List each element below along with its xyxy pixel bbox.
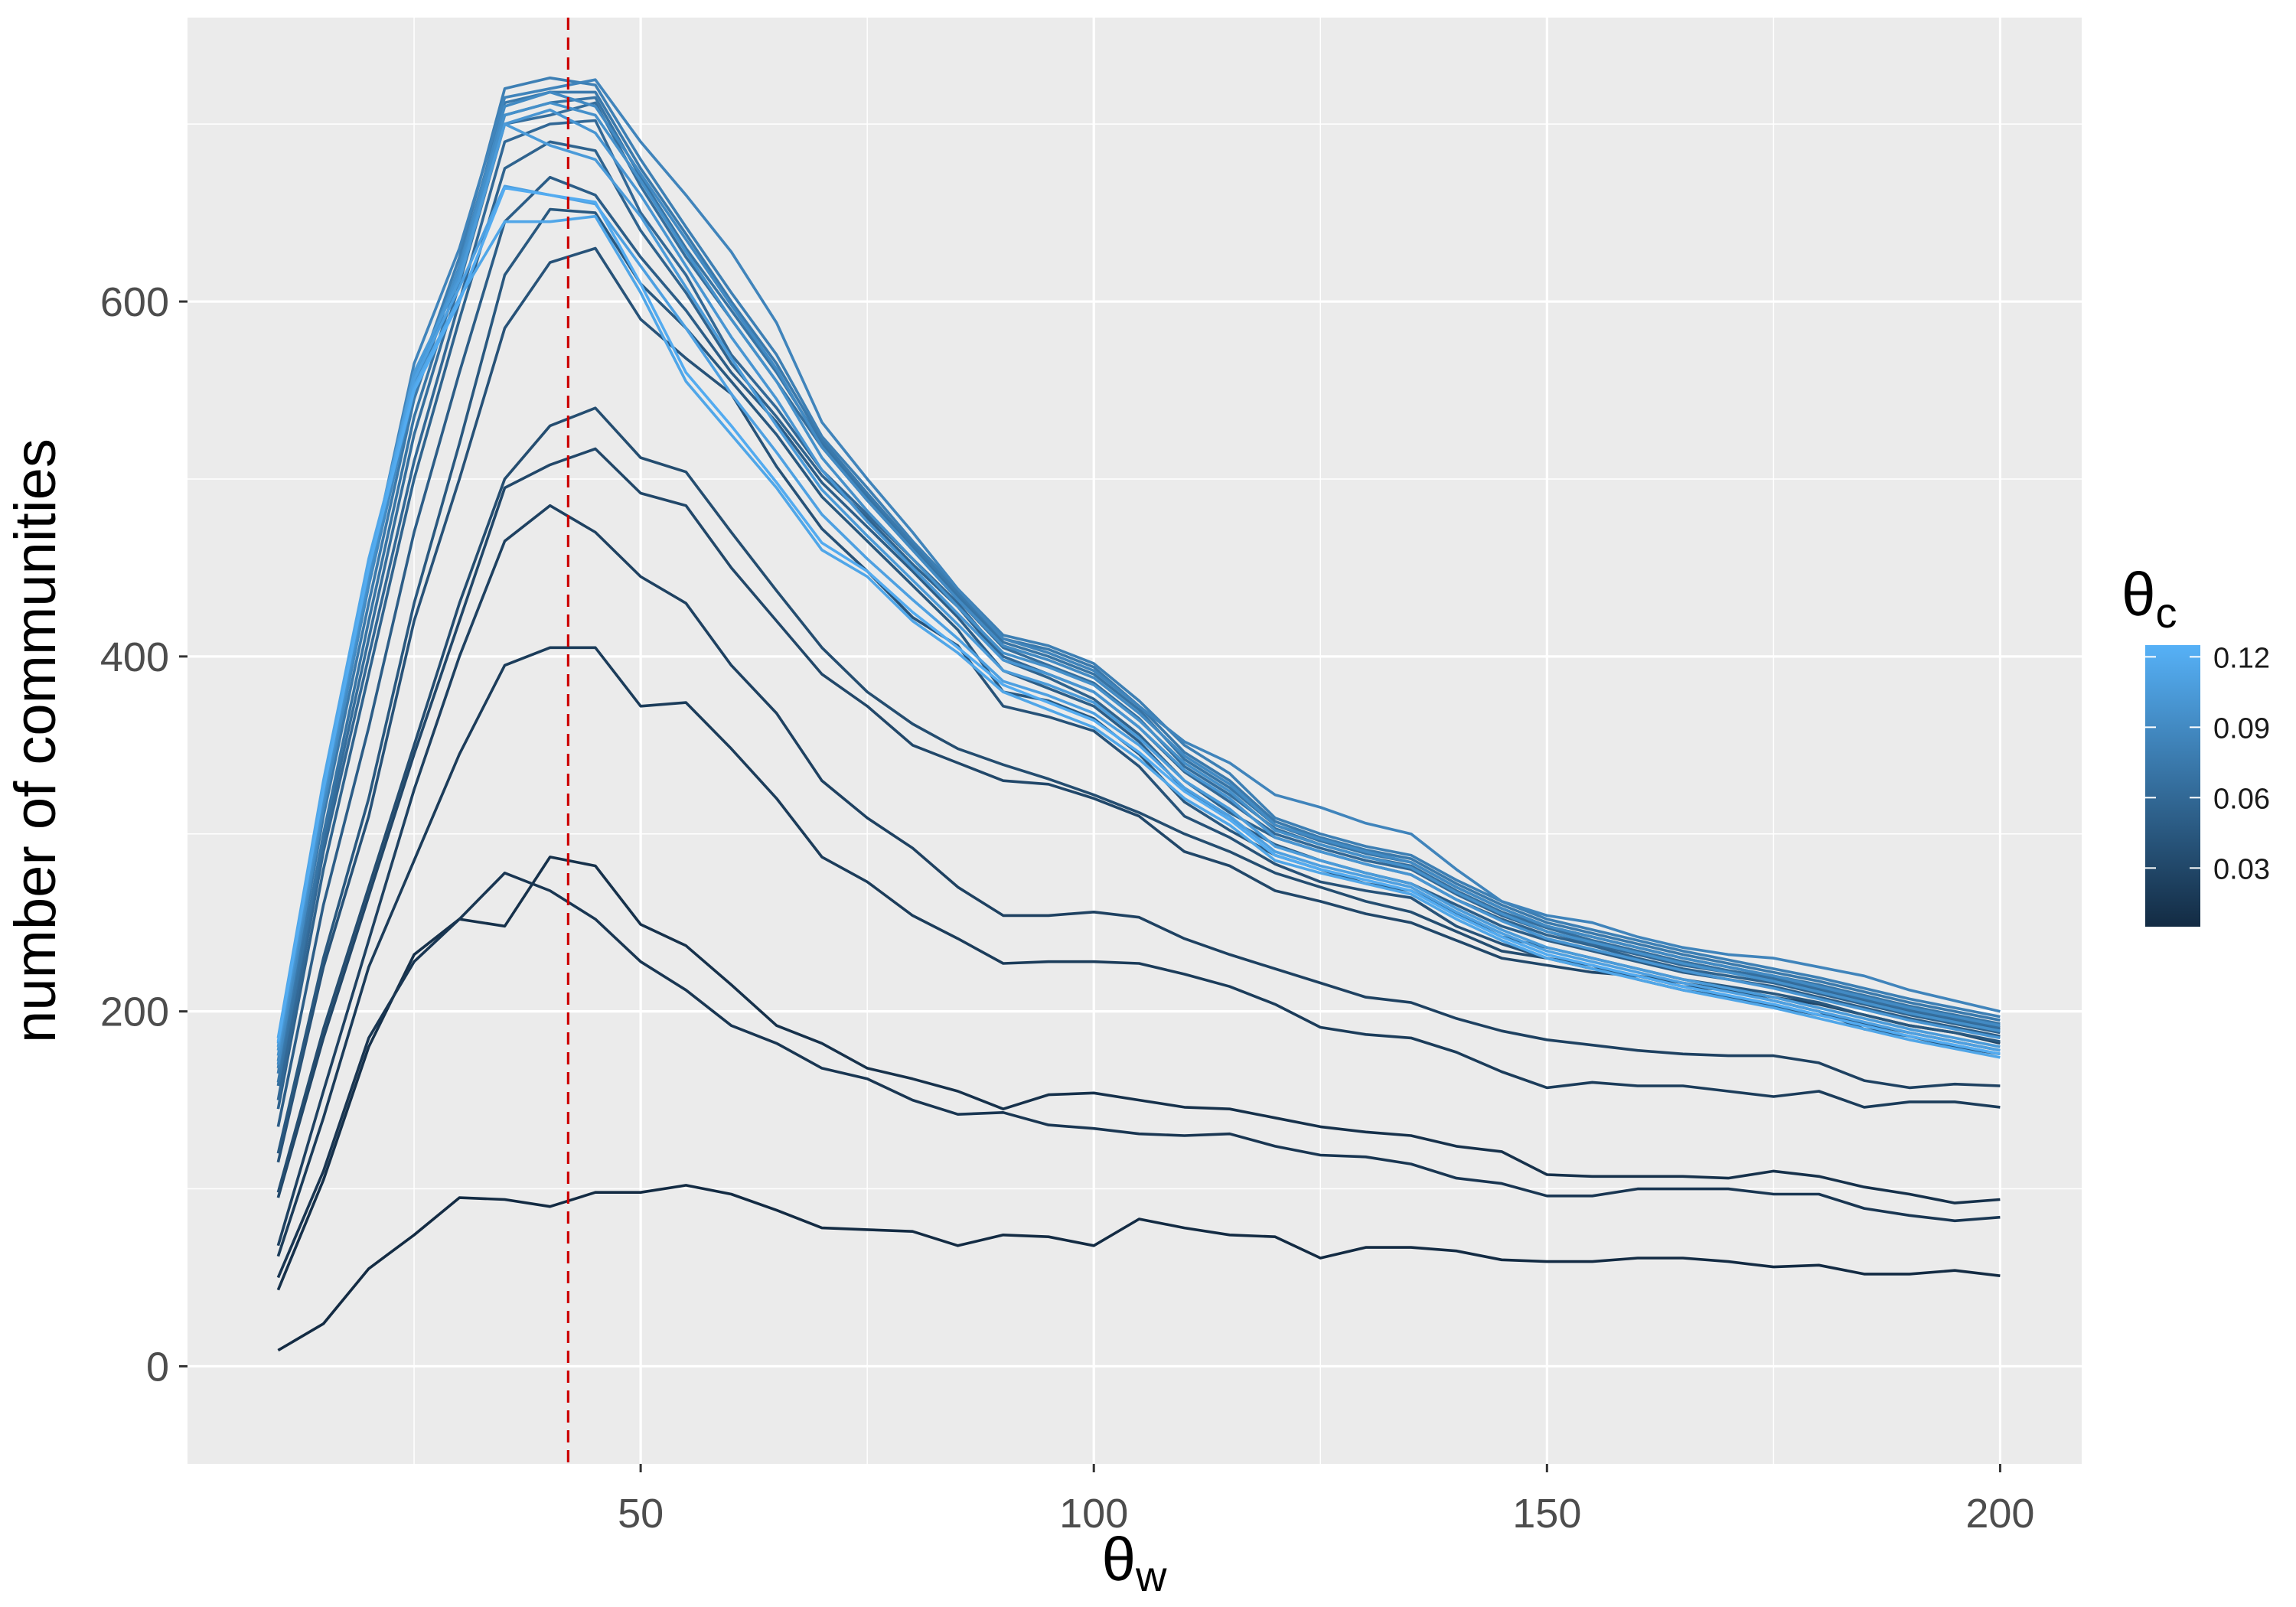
legend-tick-label: 0.09 [2213,712,2270,745]
legend-tick-label: 0.06 [2213,783,2270,815]
series-line [276,856,2001,1291]
series-line [276,101,2001,1087]
series-line [276,646,2001,1257]
color-legend: θc 0.03 0.06 0.09 0.12 [2122,560,2270,927]
series-line [276,108,2001,1051]
legend-title: θc [2122,560,2177,637]
legend-colorbar [2145,645,2200,927]
series-line [276,504,2001,1247]
legend-title-subscript: c [2156,588,2177,637]
legend-tick-label: 0.03 [2213,853,2270,885]
series-lines [276,77,2001,1352]
series-line [276,140,2001,1110]
y-tick-label: 600 [100,279,169,325]
legend-ticks: 0.03 0.06 0.09 0.12 [2145,642,2270,885]
series-line [276,78,2001,1061]
x-tick-label: 150 [1512,1491,1581,1537]
x-tick-label: 50 [618,1491,664,1537]
y-axis-title: number of communities [3,438,68,1043]
legend-title-symbol: θ [2122,560,2156,628]
legend-tick-label: 0.12 [2213,642,2270,674]
series-line [276,186,2001,1056]
series-line [276,90,2001,1065]
major-gridlines [188,18,2082,1464]
axis-ticks [179,300,2001,1472]
y-tick-label: 0 [146,1344,169,1390]
series-line [276,872,2001,1279]
series-line [276,101,2001,1056]
x-tick-label: 100 [1059,1491,1128,1537]
x-axis-title: θw [1102,1525,1168,1600]
y-tick-label: 400 [100,634,169,680]
x-tick-label: 200 [1965,1491,2034,1537]
tick-labels: 50 100 150 200 0 200 400 600 [100,279,2035,1537]
y-tick-label: 200 [100,989,169,1035]
x-axis-title-subscript: w [1135,1552,1167,1600]
series-line [276,77,2001,1069]
series-line [276,122,2001,1048]
series-line [276,214,2001,1059]
series-line [277,1184,2001,1352]
x-axis-title-symbol: θ [1102,1525,1137,1593]
